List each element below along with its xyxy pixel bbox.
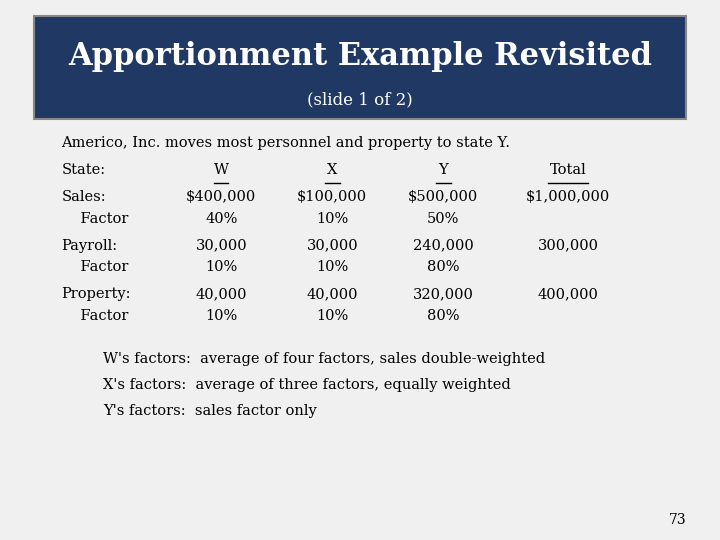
Text: $500,000: $500,000: [408, 190, 478, 204]
Text: W's factors:  average of four factors, sales double-weighted: W's factors: average of four factors, sa…: [103, 352, 545, 366]
Text: $1,000,000: $1,000,000: [526, 190, 611, 204]
Text: Factor: Factor: [62, 260, 128, 274]
Text: Y: Y: [438, 163, 448, 177]
Text: Factor: Factor: [62, 212, 128, 226]
Text: State:: State:: [62, 163, 106, 177]
Text: 40,000: 40,000: [307, 287, 358, 301]
Text: X: X: [327, 163, 338, 177]
Text: Americo, Inc. moves most personnel and property to state Y.: Americo, Inc. moves most personnel and p…: [62, 136, 510, 150]
FancyBboxPatch shape: [34, 16, 686, 119]
Text: W: W: [214, 163, 229, 177]
Text: $100,000: $100,000: [297, 190, 367, 204]
Text: 30,000: 30,000: [195, 239, 247, 253]
Text: 10%: 10%: [205, 309, 238, 323]
Text: 40,000: 40,000: [195, 287, 247, 301]
Text: 300,000: 300,000: [538, 239, 599, 253]
Text: 40%: 40%: [205, 212, 238, 226]
Text: 400,000: 400,000: [538, 287, 598, 301]
Text: 10%: 10%: [316, 212, 348, 226]
Text: Payroll:: Payroll:: [62, 239, 117, 253]
Text: 10%: 10%: [316, 260, 348, 274]
Text: Total: Total: [550, 163, 587, 177]
Text: 10%: 10%: [316, 309, 348, 323]
Text: 80%: 80%: [427, 260, 459, 274]
Text: 30,000: 30,000: [307, 239, 358, 253]
Text: 10%: 10%: [205, 260, 238, 274]
Text: 320,000: 320,000: [413, 287, 474, 301]
Text: Apportionment Example Revisited: Apportionment Example Revisited: [68, 41, 652, 72]
Text: $400,000: $400,000: [186, 190, 256, 204]
Text: 80%: 80%: [427, 309, 459, 323]
Text: Y's factors:  sales factor only: Y's factors: sales factor only: [103, 404, 317, 418]
Text: Property:: Property:: [62, 287, 131, 301]
Text: Factor: Factor: [62, 309, 128, 323]
Text: 50%: 50%: [427, 212, 459, 226]
Text: 240,000: 240,000: [413, 239, 474, 253]
Text: X's factors:  average of three factors, equally weighted: X's factors: average of three factors, e…: [103, 378, 511, 392]
Text: (slide 1 of 2): (slide 1 of 2): [307, 91, 413, 109]
Text: Sales:: Sales:: [62, 190, 107, 204]
Text: 73: 73: [669, 512, 686, 526]
